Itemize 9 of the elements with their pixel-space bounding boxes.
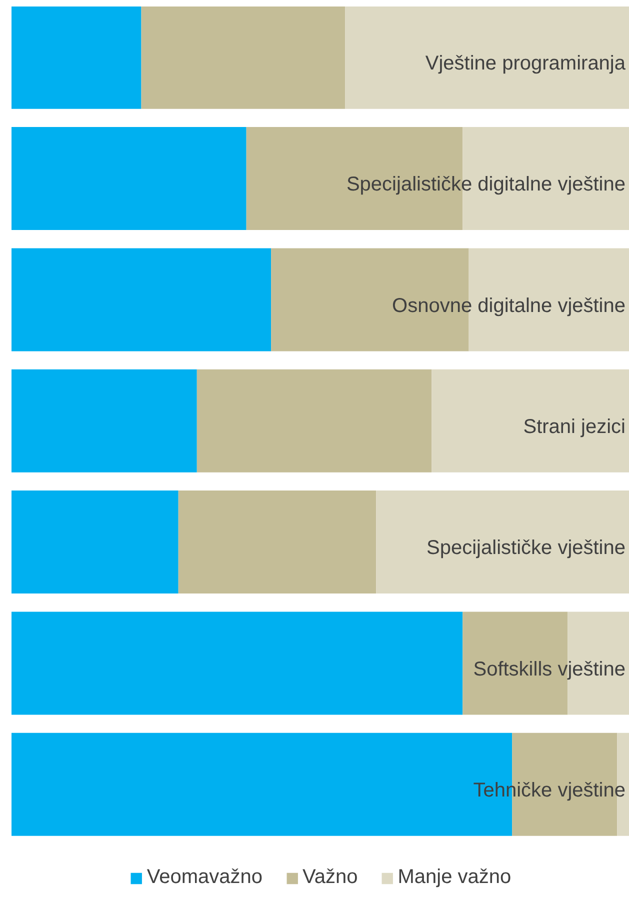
y-tick-label: Specijalističke digitalne vještine — [346, 174, 626, 196]
legend-label: Važno — [302, 866, 358, 889]
legend-label: Veomavažno — [146, 866, 262, 889]
y-tick-label: Vještine programiranja — [425, 52, 626, 74]
y-tick-label: Strani jezici — [523, 416, 626, 438]
y-tick-label: Specijalističke vještine — [426, 537, 626, 560]
y-tick-label: Softskills vještine — [473, 658, 626, 680]
legend-label: Manje važno — [398, 866, 512, 889]
y-tick-label: Osnovne digitalne vještine — [392, 294, 626, 317]
